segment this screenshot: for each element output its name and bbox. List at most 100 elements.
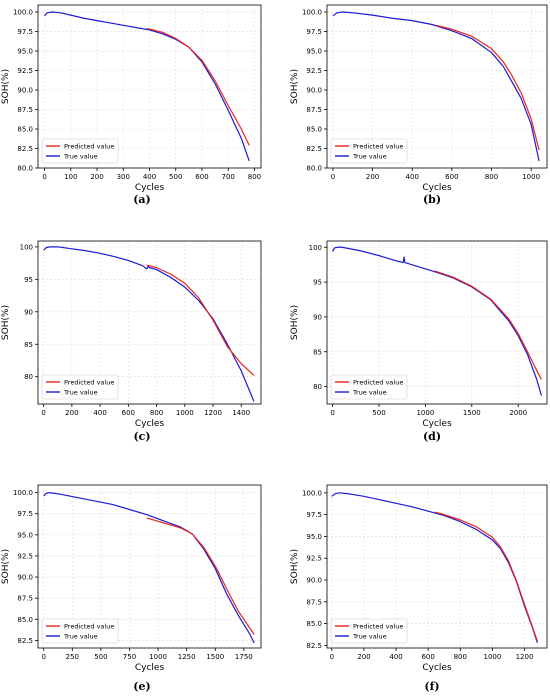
y-tick-label: 87.5 bbox=[17, 106, 33, 114]
y-tick-label: 95.0 bbox=[306, 48, 322, 56]
x-axis-label: Cycles bbox=[422, 419, 452, 429]
y-tick-label: 100.0 bbox=[13, 9, 33, 17]
x-tick-label: 200 bbox=[65, 409, 78, 417]
legend-label: Predicted value bbox=[353, 143, 403, 151]
true-value-line bbox=[332, 11, 540, 162]
legend-box bbox=[330, 374, 408, 400]
x-tick-label: 200 bbox=[366, 173, 379, 181]
y-tick-label: 80.0 bbox=[17, 165, 33, 173]
y-tick-label: 92.5 bbox=[306, 67, 322, 75]
legend-label: True value bbox=[63, 633, 98, 641]
legend-label: Predicted value bbox=[64, 379, 114, 387]
x-axis-label: Cycles bbox=[135, 663, 165, 673]
legend-label: Predicted value bbox=[353, 379, 403, 387]
x-tick-label: 0 bbox=[41, 409, 45, 417]
x-tick-label: 1750 bbox=[235, 653, 253, 661]
y-tick-label: 90.0 bbox=[17, 87, 33, 95]
predicted-value-line bbox=[146, 517, 255, 635]
y-tick-label: 85.0 bbox=[17, 126, 33, 134]
y-tick-label: 92.5 bbox=[17, 552, 33, 560]
y-tick-label: 85 bbox=[24, 341, 33, 349]
y-tick-label: 92.5 bbox=[306, 555, 322, 563]
chart-panel-d: 0 500 1000 1500 2000 80 85 90 95 100 Cycles SOH(%) P… bbox=[290, 240, 548, 443]
x-tick-label: 800 bbox=[150, 409, 163, 417]
panel-caption: (e) bbox=[133, 680, 150, 693]
x-tick-label: 250 bbox=[66, 653, 79, 661]
predicted-value-line bbox=[146, 27, 250, 146]
legend-label: True value bbox=[63, 153, 98, 161]
y-tick-label: 97.5 bbox=[306, 511, 322, 519]
x-tick-label: 1500 bbox=[206, 653, 224, 661]
y-axis-label: SOH(%) bbox=[1, 69, 11, 104]
plot-frame bbox=[37, 484, 262, 649]
y-tick-label: 80.0 bbox=[306, 165, 322, 173]
x-tick-label: 1000 bbox=[522, 173, 540, 181]
y-tick-label: 82.5 bbox=[306, 642, 322, 650]
legend-box bbox=[330, 618, 408, 644]
predicted-value-line bbox=[435, 24, 540, 151]
x-tick-label: 300 bbox=[117, 173, 130, 181]
predicted-value-line bbox=[434, 511, 538, 642]
y-tick-label: 82.5 bbox=[17, 145, 33, 153]
y-tick-label: 97.5 bbox=[17, 28, 33, 36]
chart-panel-c: 0 200 400 600 800 1000 1200 1400 80 85 90 95 100 Cycl… bbox=[1, 240, 262, 443]
y-tick-label: 95.0 bbox=[17, 531, 33, 539]
legend-label: True value bbox=[352, 153, 387, 161]
y-tick-label: 80 bbox=[313, 383, 322, 391]
y-tick-label: 97.5 bbox=[306, 28, 322, 36]
x-tick-label: 200 bbox=[357, 653, 370, 661]
x-tick-label: 500 bbox=[372, 409, 385, 417]
x-tick-label: 800 bbox=[248, 173, 261, 181]
y-tick-label: 95 bbox=[313, 279, 322, 287]
legend-label: True value bbox=[63, 389, 98, 397]
panel-caption: (b) bbox=[423, 193, 441, 206]
y-tick-label: 100.0 bbox=[302, 9, 322, 17]
y-tick-label: 100 bbox=[309, 244, 322, 252]
x-tick-label: 400 bbox=[143, 173, 156, 181]
x-axis-label: Cycles bbox=[135, 183, 165, 193]
x-axis-label: Cycles bbox=[422, 183, 452, 193]
panel-caption: (d) bbox=[423, 430, 441, 443]
x-tick-label: 1200 bbox=[204, 409, 222, 417]
y-axis-label: SOH(%) bbox=[1, 305, 11, 340]
x-tick-label: 100 bbox=[64, 173, 77, 181]
x-tick-label: 500 bbox=[94, 653, 107, 661]
true-value-line bbox=[44, 11, 250, 162]
y-tick-label: 87.5 bbox=[17, 595, 33, 603]
y-tick-label: 97.5 bbox=[17, 510, 33, 518]
plot-frame bbox=[326, 4, 548, 169]
y-axis-label: SOH(%) bbox=[290, 305, 300, 340]
chart-panel-a: 0 100 200 300 400 500 600 700 800 80.0 82.5 85.0 87.… bbox=[1, 4, 262, 206]
legend-box bbox=[41, 138, 119, 164]
y-tick-label: 95.0 bbox=[306, 533, 322, 541]
x-tick-label: 200 bbox=[90, 173, 103, 181]
x-tick-label: 400 bbox=[93, 409, 106, 417]
x-tick-label: 600 bbox=[122, 409, 135, 417]
y-tick-label: 95.0 bbox=[17, 48, 33, 56]
y-axis-label: SOH(%) bbox=[1, 549, 11, 584]
plot-frame bbox=[326, 484, 548, 649]
legend-box bbox=[330, 138, 408, 164]
y-tick-label: 90.0 bbox=[306, 87, 322, 95]
x-axis-label: Cycles bbox=[422, 663, 452, 673]
x-tick-label: 1200 bbox=[516, 653, 534, 661]
x-tick-label: 0 bbox=[41, 653, 45, 661]
predicted-value-line bbox=[434, 270, 542, 380]
plot-frame bbox=[37, 240, 262, 405]
panel-caption: (f) bbox=[424, 680, 439, 693]
y-tick-label: 90.0 bbox=[17, 574, 33, 582]
legend-label: Predicted value bbox=[64, 143, 114, 151]
x-tick-label: 0 bbox=[331, 173, 335, 181]
x-tick-label: 2000 bbox=[509, 409, 527, 417]
panel-caption: (c) bbox=[133, 430, 150, 443]
y-tick-label: 85.0 bbox=[17, 616, 33, 624]
legend-label: True value bbox=[352, 389, 387, 397]
x-tick-label: 600 bbox=[195, 173, 208, 181]
x-tick-label: 0 bbox=[42, 173, 46, 181]
y-tick-label: 82.5 bbox=[306, 145, 322, 153]
y-tick-label: 95 bbox=[24, 276, 33, 284]
x-tick-label: 1000 bbox=[416, 409, 434, 417]
x-tick-label: 1400 bbox=[232, 409, 250, 417]
y-tick-label: 100.0 bbox=[302, 489, 322, 497]
true-value-line bbox=[332, 246, 543, 396]
